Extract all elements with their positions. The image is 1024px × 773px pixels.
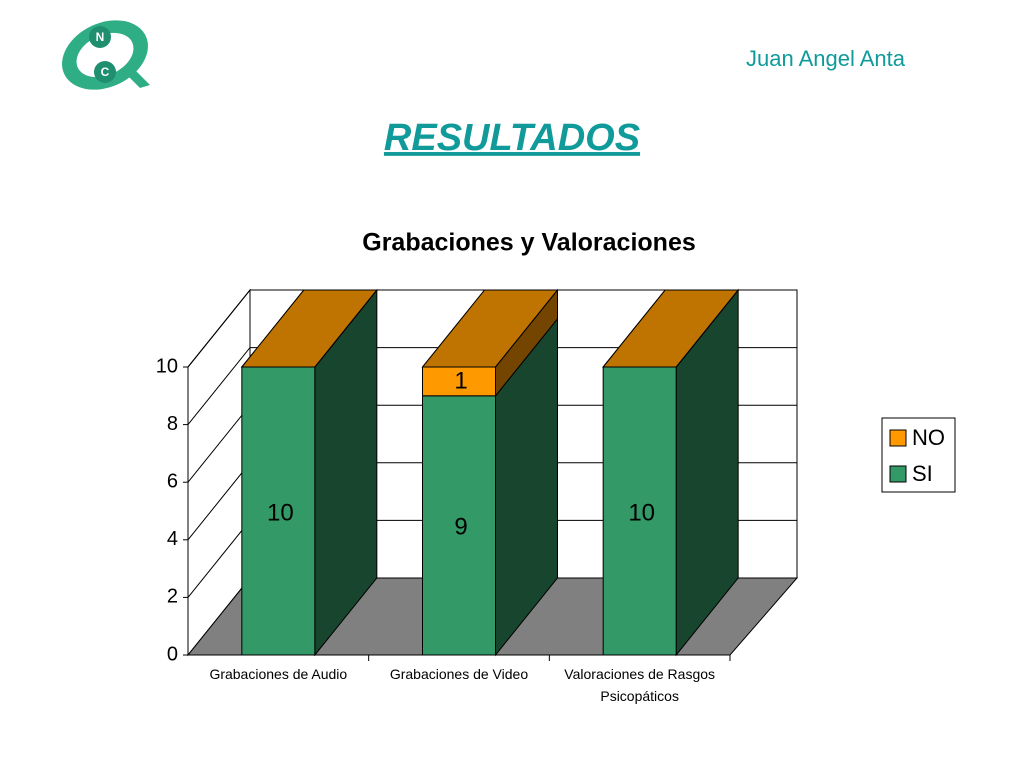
- bar-top: [240, 289, 378, 368]
- legend-label: SI: [912, 461, 933, 486]
- logo-letter: N: [96, 30, 105, 44]
- y-tick-label: 2: [167, 586, 178, 608]
- logo-shape: [89, 26, 111, 48]
- bar: [602, 366, 677, 656]
- x-tick-label-box: Grabaciones de Audio: [209, 666, 348, 682]
- logo-shape: [128, 70, 150, 88]
- legend-swatch: [889, 465, 907, 483]
- x-tick-label-box: Valoraciones de Rasgos Psicopáticos: [564, 666, 716, 704]
- slide-title: RESULTADOS: [384, 117, 640, 159]
- x-tick-label: Valoraciones de Rasgos Psicopáticos: [564, 666, 716, 704]
- bar-top: [602, 289, 740, 368]
- legend-swatch: [889, 429, 907, 447]
- grid-line: [187, 289, 797, 368]
- y-tick-label: 8: [167, 413, 178, 435]
- bar: [241, 366, 316, 656]
- x-tick-label: Grabaciones de Video: [389, 666, 529, 682]
- y-tick-label: 4: [167, 528, 178, 550]
- y-tick-label: 0: [167, 643, 178, 665]
- legend-label: NO: [912, 425, 945, 450]
- bar: [422, 395, 496, 656]
- x-tick-label: Grabaciones de Audio: [209, 666, 348, 682]
- logo-shape: [94, 61, 116, 83]
- data-label: 10: [628, 499, 655, 526]
- logo-shape: [76, 32, 134, 78]
- data-label: 1: [454, 368, 467, 395]
- logo-letter: C: [101, 65, 110, 79]
- data-label: 9: [454, 514, 467, 541]
- bar: [422, 366, 496, 397]
- chart-title: Grabaciones y Valoraciones: [362, 229, 696, 257]
- bar-top: [421, 289, 559, 368]
- logo: N C: [62, 20, 150, 90]
- grid-line: [187, 347, 797, 425]
- author: Juan Angel Anta: [746, 46, 906, 71]
- y-tick-label: 6: [167, 470, 178, 492]
- x-tick-label-box: Grabaciones de Video: [389, 666, 529, 682]
- y-tick-label: 10: [156, 355, 178, 377]
- data-label: 10: [267, 499, 294, 526]
